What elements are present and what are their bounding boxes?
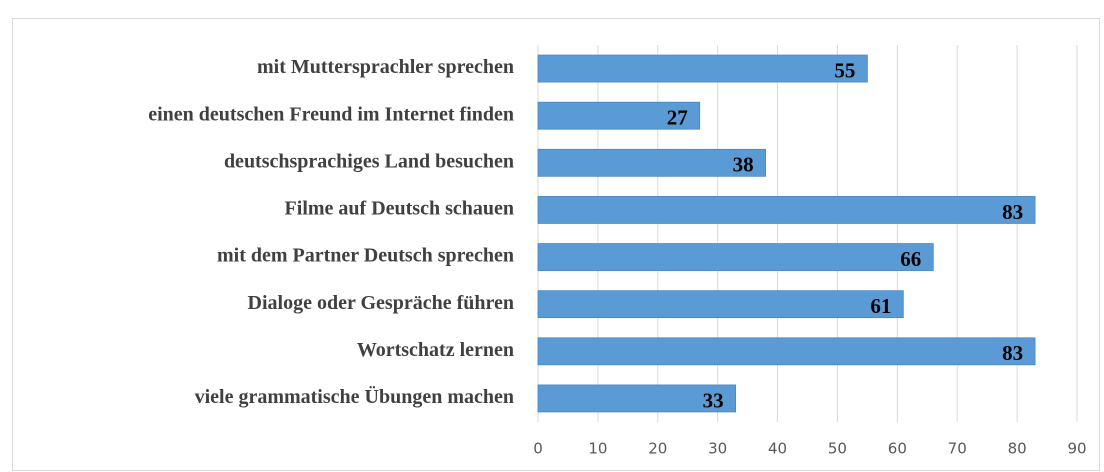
category-label: mit dem Partner Deutsch sprechen [217, 245, 514, 267]
value-label: 61 [870, 294, 891, 318]
bar [537, 384, 737, 413]
x-tick-label: 30 [708, 440, 727, 458]
bar [537, 243, 934, 271]
bar [537, 337, 1036, 366]
category-label: Wortschatz lernen [357, 339, 514, 361]
x-tick-label: 50 [828, 440, 847, 458]
x-tick-label: 70 [948, 440, 967, 458]
category-label: viele grammatische Übungen machen [195, 385, 514, 408]
category-label: Filme auf Deutsch schauen [285, 198, 514, 220]
x-tick-label: 40 [768, 440, 787, 458]
category-label: einen deutschen Freund im Internet finde… [148, 103, 514, 125]
value-label: 38 [733, 153, 754, 177]
x-tick-label: 80 [1008, 440, 1027, 458]
x-tick-label: 20 [648, 440, 667, 458]
x-tick-label: 90 [1067, 440, 1086, 458]
x-tick-label: 10 [588, 440, 607, 458]
value-label: 66 [900, 247, 921, 271]
bar [537, 101, 701, 130]
bar [537, 290, 904, 319]
x-tick-label: 0 [533, 440, 543, 458]
value-label: 83 [1002, 341, 1023, 365]
value-label: 33 [703, 388, 724, 412]
category-label: Dialoge oder Gespräche führen [248, 292, 514, 314]
x-tick-label: 60 [888, 440, 907, 458]
category-label: mit Muttersprachler sprechen [257, 56, 514, 78]
bar [537, 148, 766, 177]
value-label: 55 [834, 58, 855, 82]
bar [537, 54, 868, 83]
bar [537, 196, 1036, 224]
value-label: 83 [1002, 200, 1023, 224]
value-label: 27 [667, 106, 688, 130]
category-label: deutschsprachiges Land besuchen [224, 150, 514, 172]
